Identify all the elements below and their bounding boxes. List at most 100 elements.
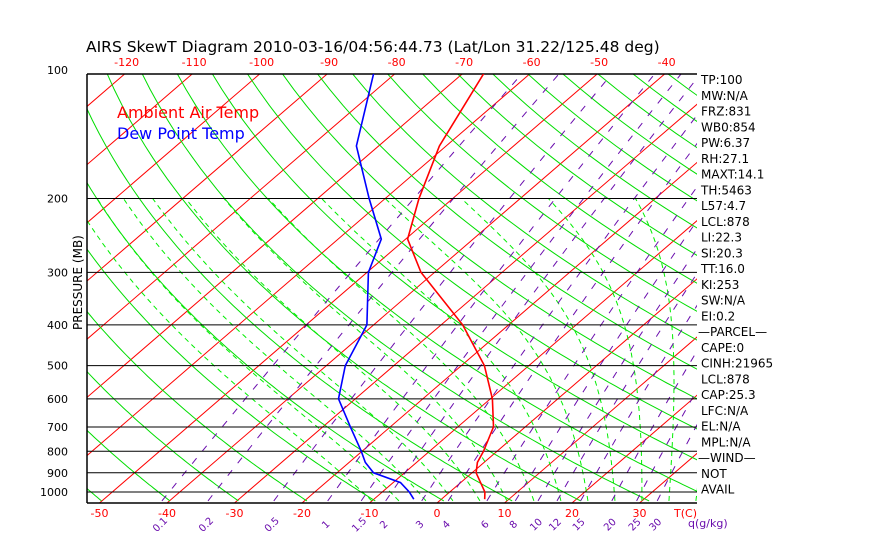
pressure-tick-label: 200 xyxy=(47,192,68,205)
dry-adiabat-line xyxy=(87,107,513,502)
isotherm-line xyxy=(234,103,697,504)
stat-item: TH:5463 xyxy=(700,183,752,197)
bottom-temp-tick-label: 20 xyxy=(565,507,579,520)
stat-item: CAPE:0 xyxy=(701,341,744,355)
stat-item: KI:253 xyxy=(701,278,739,292)
pressure-tick-label: 900 xyxy=(47,467,68,480)
pressure-tick-label: 600 xyxy=(47,393,68,406)
mixing-ratio-line xyxy=(421,114,697,502)
bottom-temp-tick-label: 0 xyxy=(434,507,441,520)
moist-adiabat-line xyxy=(87,219,373,502)
dry-adiabat-line xyxy=(805,72,870,501)
dry-adiabat-line xyxy=(87,370,239,502)
stat-item: MPL:N/A xyxy=(701,435,751,449)
dry-adiabat-line xyxy=(87,429,171,502)
mixing-ratio-line xyxy=(327,74,656,502)
mixing-ratio-tick-label: 3 xyxy=(414,519,426,531)
mixing-ratio-line xyxy=(447,142,697,502)
isotherm-line xyxy=(0,74,57,503)
dry-adiabat-line xyxy=(422,74,697,284)
dry-adiabat-line xyxy=(316,74,697,370)
isotherm-line xyxy=(436,278,697,504)
moist-adiabat-line xyxy=(321,198,562,502)
stat-item: —WIND— xyxy=(698,451,756,465)
bottom-temp-tick-label: -20 xyxy=(293,507,311,520)
isotherm-line xyxy=(87,74,395,340)
mixing-ratio-line xyxy=(360,74,682,502)
dry-adiabat-line xyxy=(87,310,308,502)
mixing-ratio-line xyxy=(556,272,697,502)
isotherm-line xyxy=(504,336,697,504)
top-temp-tick-label: -110 xyxy=(182,56,207,69)
dry-adiabat-line xyxy=(667,74,697,96)
ambient-temp-line xyxy=(406,74,495,500)
dry-adiabat-line xyxy=(141,74,650,502)
moist-adiabat-line xyxy=(185,198,481,502)
moist-adiabat-line xyxy=(223,198,508,502)
moist-adiabat-line xyxy=(460,198,616,501)
bottom-temp-tick-label: -50 xyxy=(91,507,109,520)
moist-adiabat-line xyxy=(96,198,400,502)
isotherm-line xyxy=(87,74,463,399)
top-temp-tick-label: -70 xyxy=(455,56,473,69)
dry-adiabat-line xyxy=(106,74,581,502)
stat-item: WB0:854 xyxy=(701,120,756,134)
isotherm-line xyxy=(87,74,193,166)
bottom-temp-tick-label: 30 xyxy=(633,507,647,520)
dry-adiabat-line xyxy=(0,72,33,501)
top-temp-tick-label: -100 xyxy=(249,56,274,69)
stat-item: CINH:21965 xyxy=(701,357,773,371)
dry-adiabat-line xyxy=(246,74,697,430)
stat-item: SW:N/A xyxy=(701,294,746,308)
dry-adiabat-line xyxy=(281,74,697,400)
dew-point-line xyxy=(337,74,415,500)
mixing-ratio-line xyxy=(611,349,697,502)
stat-item: L57:4.7 xyxy=(701,199,746,213)
pressure-tick-label: 300 xyxy=(47,266,68,279)
dry-adiabat-line xyxy=(735,72,870,501)
mixing-ratio-line xyxy=(580,304,697,502)
stat-item: LFC:N/A xyxy=(701,404,749,418)
stat-item: TT:16.0 xyxy=(700,262,745,276)
stat-item: RH:27.1 xyxy=(701,152,749,166)
dry-adiabat-line xyxy=(352,74,697,341)
mixing-ratio-tick-label: 0.5 xyxy=(263,516,282,535)
stat-item: —PARCEL— xyxy=(698,325,767,339)
mixing-ratio-line xyxy=(486,186,697,502)
mixing-ratio-tick-label: 8 xyxy=(508,519,520,531)
mixing-ratio-line xyxy=(636,389,697,502)
dry-adiabat-line xyxy=(457,74,697,256)
moist-adiabat-line xyxy=(634,198,675,501)
bottom-temp-tick-label: -10 xyxy=(361,507,379,520)
moist-adiabat-line xyxy=(152,198,454,502)
mixing-ratio-tick-label: 12 xyxy=(547,517,564,534)
stat-item: LCL:878 xyxy=(701,215,750,229)
pressure-tick-label: 400 xyxy=(47,319,68,332)
mixing-ratio-tick-label: 6 xyxy=(479,519,491,531)
dry-adiabat-line xyxy=(87,248,376,502)
pressure-tick-label: 1000 xyxy=(40,486,68,499)
dry-adiabat-line xyxy=(211,74,697,461)
moist-adiabat-line xyxy=(547,198,643,501)
top-temp-tick-label: -60 xyxy=(523,56,541,69)
stat-item: MAXT:14.1 xyxy=(701,168,764,182)
isotherm-line xyxy=(301,161,697,504)
top-temp-tick-label: -90 xyxy=(320,56,338,69)
stat-item: MW:N/A xyxy=(701,89,749,103)
mixing-ratio-line xyxy=(385,77,697,502)
mixing-ratio-line xyxy=(656,423,697,502)
stat-item: LCL:878 xyxy=(701,372,750,386)
stat-item: TP:100 xyxy=(700,73,743,87)
mixing-ratio-tick-label: 2 xyxy=(378,519,390,531)
mixing-ratio-line xyxy=(273,74,613,502)
isotherm-line xyxy=(775,74,870,503)
moist-adiabat-line xyxy=(268,198,535,502)
stat-item: PW:6.37 xyxy=(701,136,750,150)
dry-adiabat-line xyxy=(387,74,697,312)
chart-title: AIRS SkewT Diagram 2010-03-16/04:56:44.7… xyxy=(86,38,660,56)
mixing-ratio-tick-label: 10 xyxy=(528,517,545,534)
mixing-ratio-tick-label: 4 xyxy=(441,519,453,531)
stat-item: NOT xyxy=(701,467,727,481)
mixing-ratio-line xyxy=(514,219,697,502)
pressure-gridlines xyxy=(86,73,697,504)
